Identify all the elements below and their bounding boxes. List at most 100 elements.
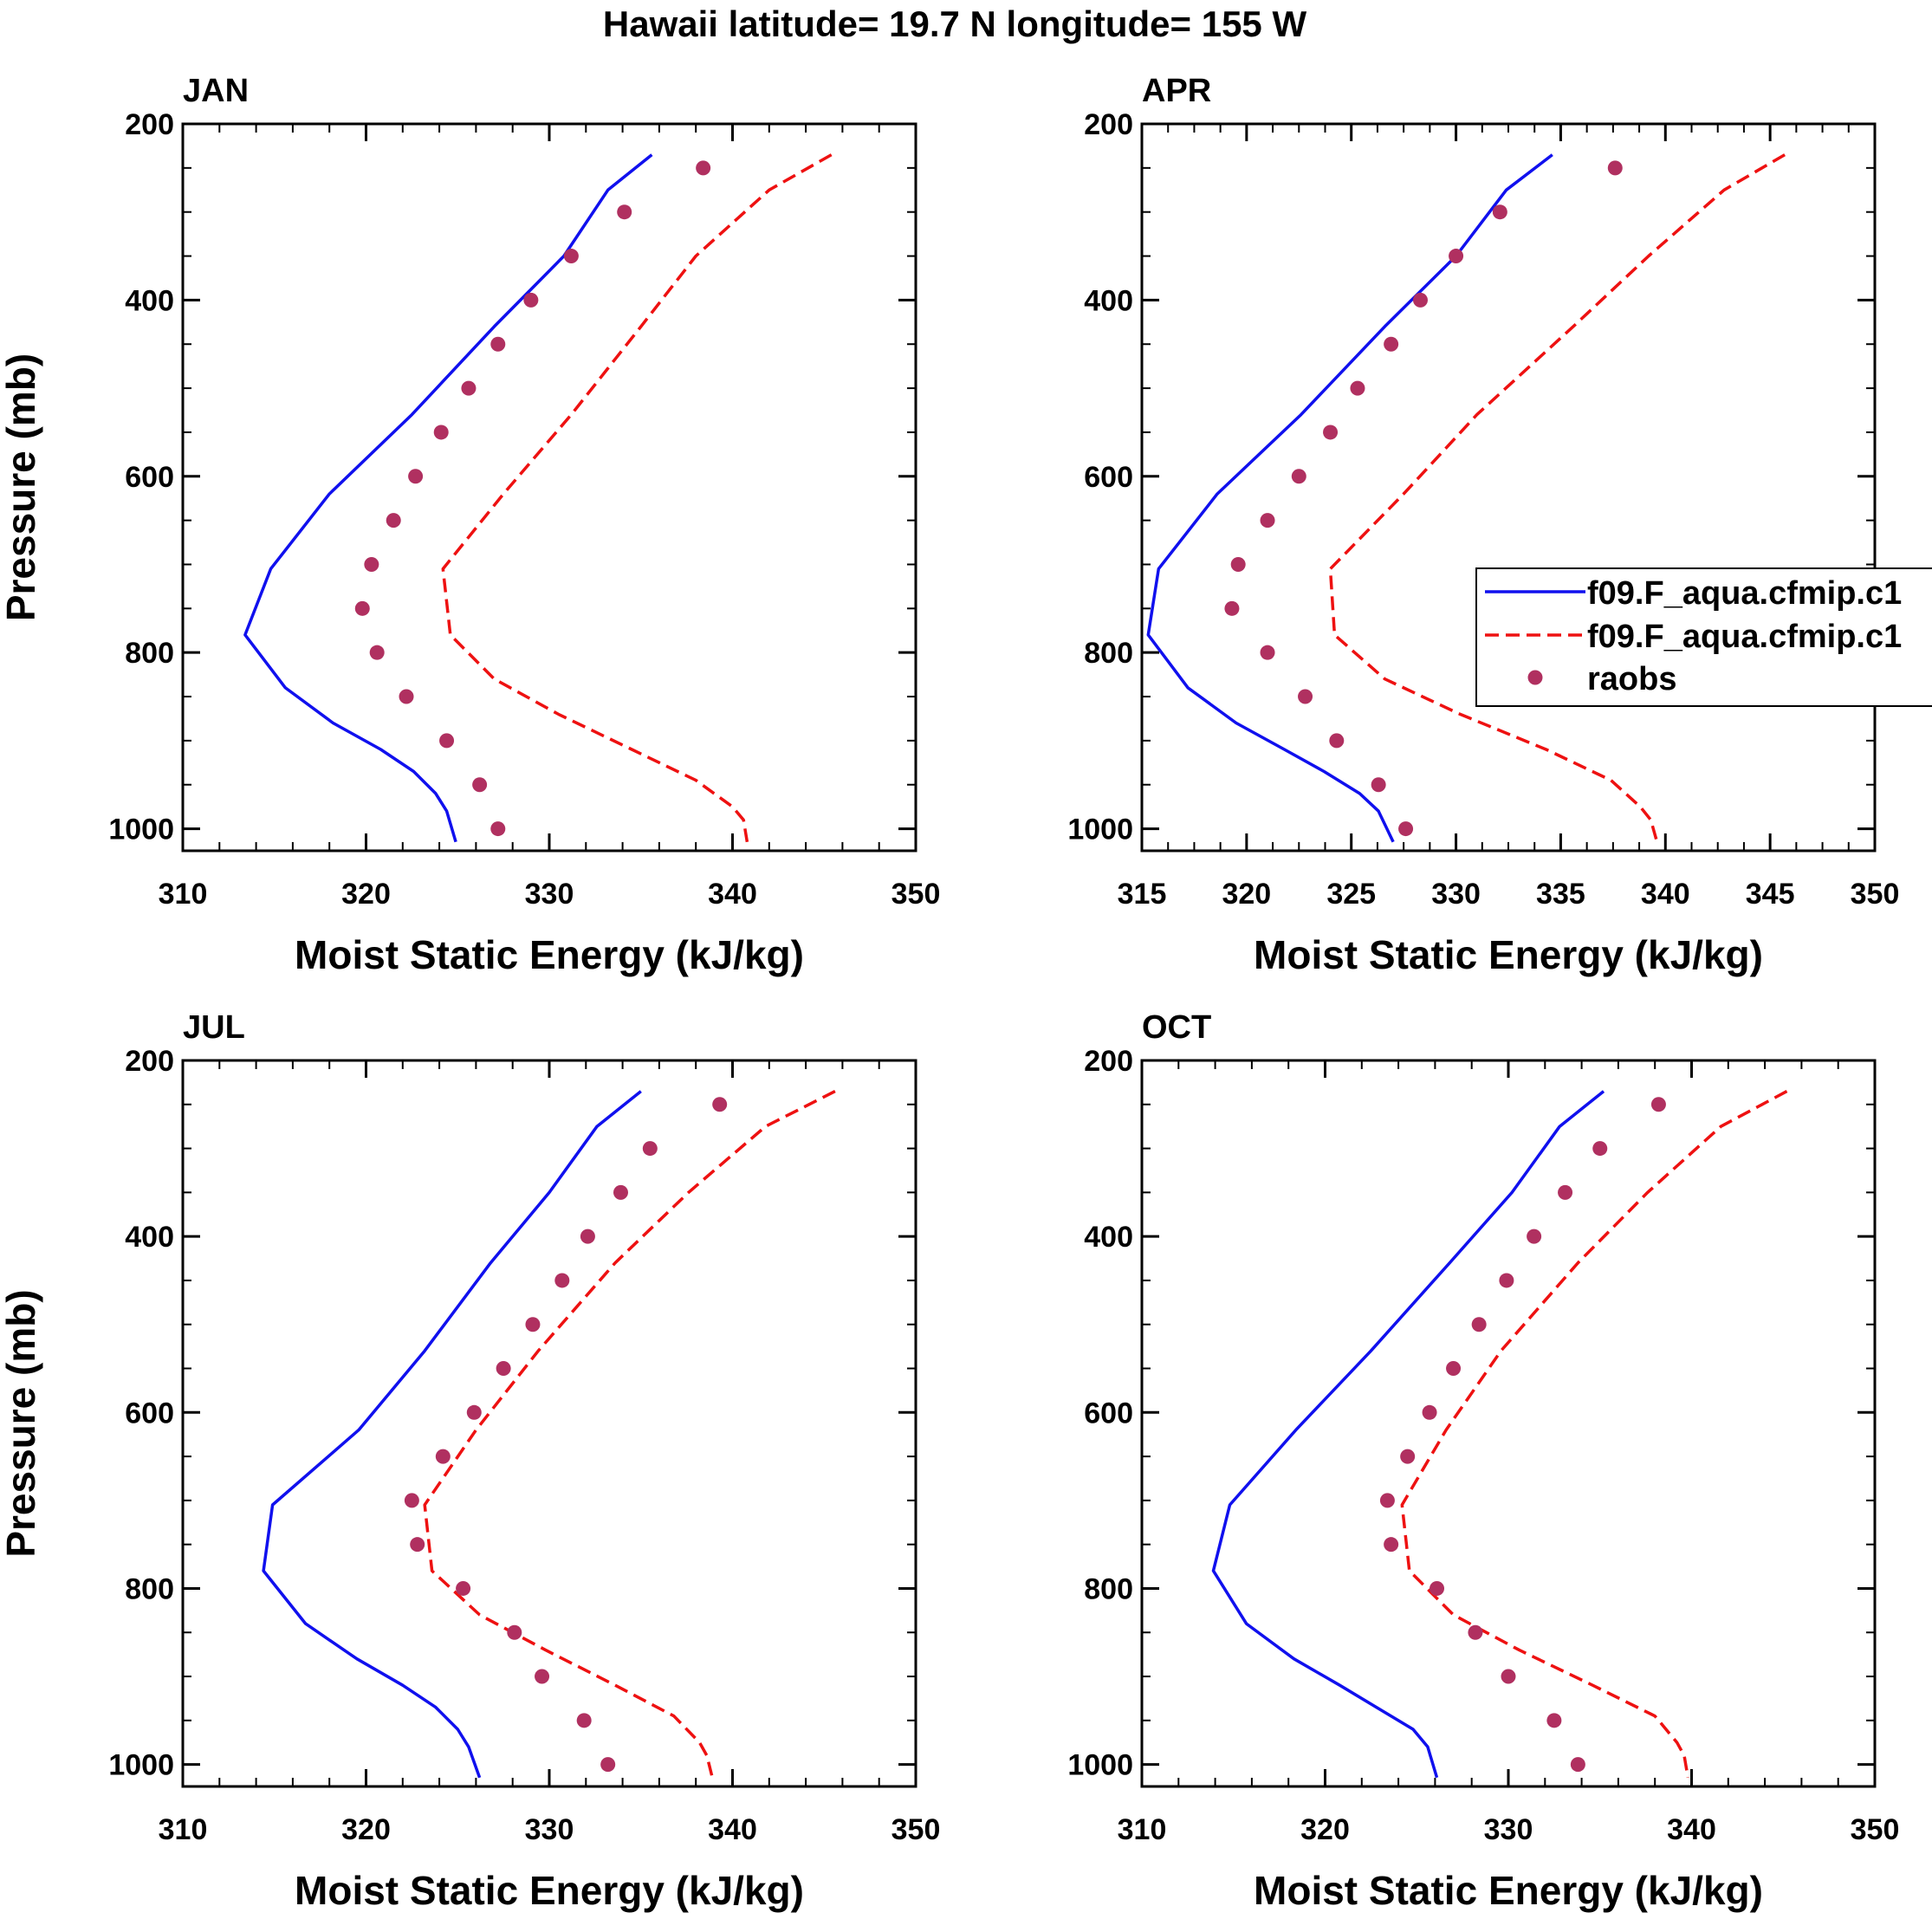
raobs-point [439, 733, 455, 749]
raobs-point [1230, 556, 1246, 572]
raobs-point [535, 1669, 550, 1684]
raobs-point [613, 1184, 628, 1200]
raobs-point [1570, 1757, 1585, 1773]
raobs-point [1224, 600, 1240, 616]
raobs-point [433, 425, 449, 440]
raobs-point [386, 513, 401, 528]
x-tick-label: 340 [1667, 1813, 1716, 1846]
x-tick-label: 335 [1536, 878, 1585, 911]
y-tick-label: 600 [1084, 461, 1133, 494]
legend-label: f09.F_aqua.cfmip.c1 [1587, 619, 1902, 655]
y-tick-label: 400 [1084, 284, 1133, 317]
raobs-point [1412, 292, 1428, 308]
raobs-point [1398, 821, 1414, 837]
raobs-point [1499, 1273, 1514, 1288]
legend-label: f09.F_aqua.cfmip.c1 [1587, 575, 1902, 612]
raobs-point [576, 1713, 592, 1728]
x-tick-label: 350 [1851, 878, 1900, 911]
raobs-point [1260, 513, 1275, 528]
model-line-dashed [441, 153, 833, 843]
x-tick-label: 315 [1118, 878, 1167, 911]
x-tick-label: 350 [891, 1813, 941, 1846]
raobs-point [712, 1097, 728, 1112]
raobs-point [472, 777, 488, 793]
raobs-point [410, 1537, 425, 1553]
raobs-point [642, 1141, 658, 1157]
raobs-point [1446, 1361, 1462, 1377]
raobs-point [1449, 249, 1464, 264]
y-tick-label: 400 [1084, 1221, 1133, 1254]
x-tick-label: 320 [341, 1813, 391, 1846]
panel-jul: JUL 310 320 330 340 350 200 400 600 800 1000 Moist … [0, 1009, 940, 1913]
raobs-point [1430, 1580, 1445, 1596]
raobs-point [1422, 1404, 1437, 1420]
raobs-point [554, 1273, 570, 1288]
raobs-point [1492, 204, 1507, 220]
y-tick-label: 1000 [108, 1749, 174, 1782]
raobs-point [404, 1493, 419, 1508]
raobs-point [399, 689, 414, 704]
raobs-point [490, 336, 506, 352]
raobs-point [523, 292, 539, 308]
x-tick-label: 325 [1326, 878, 1376, 911]
x-tick-label: 330 [525, 1813, 574, 1846]
x-tick-label: 330 [525, 878, 574, 911]
raobs-point [461, 380, 477, 396]
raobs-point [1291, 469, 1306, 484]
y-tick-label: 200 [125, 108, 174, 141]
raobs-point [1468, 1624, 1483, 1640]
panel-jan: JAN 310 320 330 340 350 200 400 600 800 1000 Moist … [0, 73, 940, 977]
raobs-point [1323, 425, 1339, 440]
legend-box [1475, 567, 1932, 707]
raobs-point [456, 1580, 471, 1596]
panel-title: JAN [183, 73, 249, 109]
raobs-point [1371, 777, 1386, 793]
raobs-point [1471, 1317, 1487, 1332]
x-tick-label: 340 [1641, 878, 1690, 911]
panel-oct: OCT 310 320 330 340 350 200 400 600 800 1000 Moist … [1067, 1009, 1899, 1913]
x-tick-label: 350 [891, 878, 941, 911]
y-tick-label: 600 [125, 1397, 174, 1430]
raobs-point [496, 1361, 511, 1377]
raobs-point [1260, 645, 1275, 660]
raobs-point [1379, 1493, 1395, 1508]
panel-title: APR [1142, 73, 1211, 109]
x-tick-label: 330 [1484, 1813, 1533, 1846]
model-line-solid [262, 1090, 642, 1779]
raobs-point [563, 249, 579, 264]
x-axis-label: Moist Static Energy (kJ/kg) [1254, 932, 1763, 977]
panel-title: OCT [1142, 1009, 1211, 1046]
y-tick-label: 200 [125, 1045, 174, 1078]
x-tick-label: 320 [1300, 1813, 1350, 1846]
plot-frame [181, 122, 917, 853]
y-tick-label: 400 [125, 1221, 174, 1254]
raobs-point [369, 645, 385, 660]
raobs-point [1558, 1184, 1573, 1200]
raobs-point [1400, 1449, 1416, 1464]
x-tick-label: 340 [708, 1813, 757, 1846]
raobs-point [617, 204, 632, 220]
model-line-dashed [1400, 1090, 1788, 1779]
y-tick-label: 800 [125, 1572, 174, 1605]
raobs-point [408, 469, 424, 484]
raobs-point [525, 1317, 541, 1332]
y-tick-label: 200 [1084, 108, 1133, 141]
raobs-point [435, 1449, 451, 1464]
raobs-point [696, 160, 711, 176]
x-tick-label: 310 [159, 1813, 208, 1846]
raobs-point [1501, 1669, 1516, 1684]
raobs-point [1298, 689, 1313, 704]
legend-label: raobs [1587, 661, 1676, 697]
raobs-point [1384, 1537, 1399, 1553]
x-tick-label: 330 [1431, 878, 1481, 911]
raobs-point [507, 1624, 522, 1640]
x-tick-label: 310 [1118, 1813, 1167, 1846]
model-line-dashed [1328, 153, 1786, 843]
raobs-point [580, 1229, 595, 1244]
x-axis-label: Moist Static Energy (kJ/kg) [295, 932, 804, 977]
raobs-point [600, 1757, 616, 1773]
y-axis-label: Pressure (mb) [0, 1289, 43, 1557]
model-line-solid [1211, 1090, 1605, 1779]
y-tick-label: 800 [1084, 1572, 1133, 1605]
y-tick-label: 800 [1084, 637, 1133, 670]
